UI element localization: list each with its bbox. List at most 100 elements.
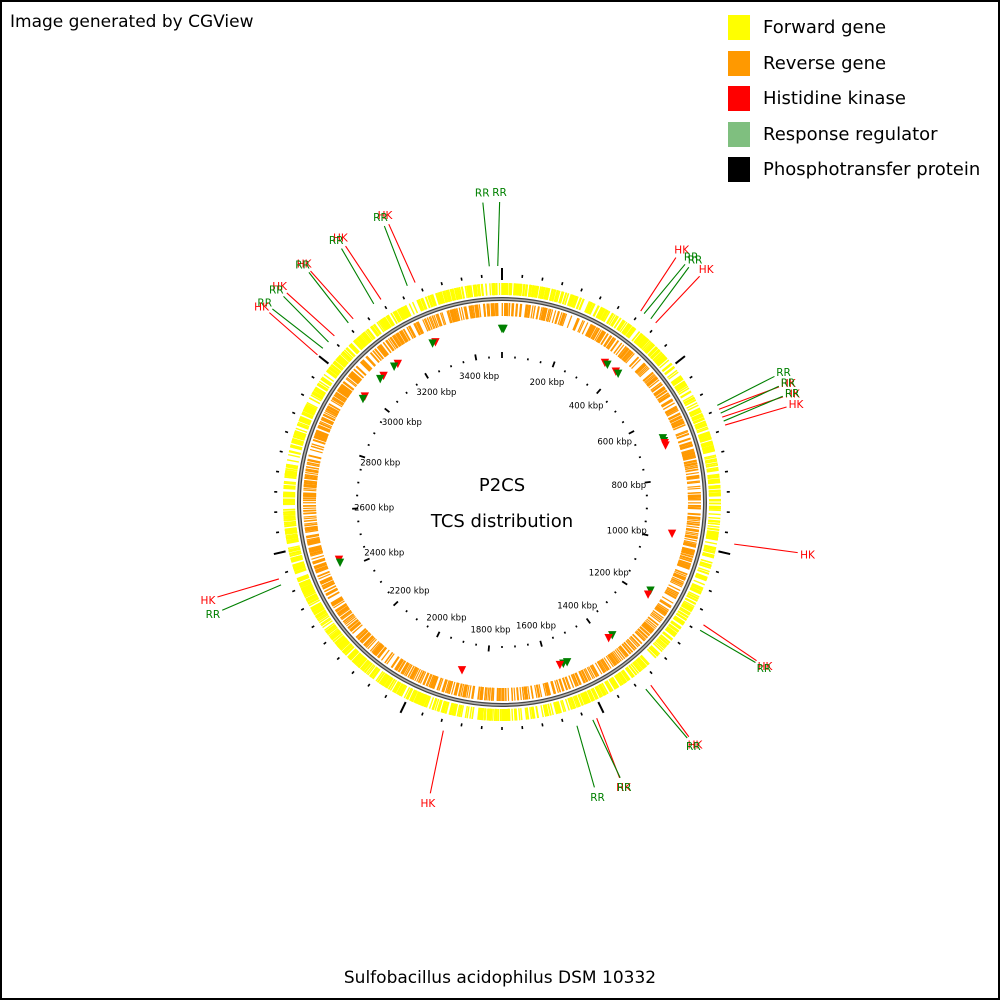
reverse-gene [314, 563, 327, 569]
forward-gene [392, 311, 400, 323]
reverse-gene [428, 674, 435, 688]
forward-gene [675, 383, 687, 391]
forward-gene [649, 646, 660, 656]
reverse-gene [430, 675, 437, 689]
reverse-gene [670, 579, 683, 587]
forward-gene [343, 644, 354, 655]
reverse-gene [513, 687, 516, 701]
reverse-gene [371, 642, 381, 653]
reverse-gene [477, 686, 481, 700]
reverse-gene [492, 687, 495, 701]
forward-gene [555, 701, 560, 714]
forward-gene [684, 598, 696, 605]
outer-minor-tick [580, 288, 583, 292]
reverse-gene [310, 550, 323, 556]
reverse-gene [413, 323, 421, 336]
reverse-gene [530, 305, 534, 319]
forward-gene [708, 485, 721, 488]
reverse-gene [657, 602, 670, 611]
reverse-gene [318, 424, 331, 431]
forward-gene [621, 670, 630, 681]
reverse-gene [574, 672, 582, 686]
reverse-gene [395, 658, 404, 671]
forward-gene [705, 536, 719, 540]
forward-gene [657, 357, 668, 367]
hk-label: HK [254, 301, 270, 313]
forward-gene [443, 290, 448, 303]
legend-item-phosphotransfer-protein: Phosphotransfer protein [728, 152, 980, 188]
forward-gene [601, 310, 609, 322]
forward-gene [301, 412, 314, 419]
forward-gene [378, 320, 387, 331]
forward-gene [697, 431, 710, 437]
reverse-gene [655, 605, 668, 614]
forward-gene [406, 688, 414, 700]
forward-gene [377, 320, 386, 332]
legend-item-histidine-kinase: Histidine kinase [728, 81, 980, 117]
tick-label: 1400 kbp [557, 602, 597, 612]
reverse-gene [304, 522, 318, 525]
forward-gene [444, 290, 449, 303]
reverse-gene [668, 412, 681, 420]
reverse-gene [400, 661, 409, 674]
reverse-gene [304, 526, 318, 530]
forward-gene [611, 676, 620, 688]
forward-gene [284, 529, 298, 533]
reverse-gene [401, 662, 410, 675]
reverse-gene [638, 366, 649, 377]
reverse-gene [684, 535, 698, 540]
reverse-gene [322, 582, 335, 590]
hk-marker [604, 634, 613, 643]
inner-minor-tick [634, 443, 637, 447]
inner-minor-tick [437, 370, 441, 373]
reverse-gene [678, 560, 692, 566]
forward-gene [644, 343, 654, 353]
reverse-gene [333, 394, 346, 403]
forward-gene [572, 696, 579, 708]
forward-gene [464, 285, 468, 299]
forward-gene [329, 365, 340, 375]
reverse-gene [366, 355, 377, 366]
forward-gene [671, 376, 683, 385]
reverse-gene [621, 349, 632, 361]
forward-gene [664, 365, 675, 375]
forward-gene [609, 678, 618, 690]
forward-gene [702, 448, 715, 453]
forward-gene [321, 376, 333, 385]
forward-gene [683, 600, 695, 608]
reverse-gene [307, 539, 321, 544]
forward-gene [389, 679, 398, 691]
forward-gene [320, 378, 332, 387]
forward-gene [283, 513, 296, 516]
reverse-gene [341, 383, 353, 393]
outer-minor-tick [460, 723, 463, 727]
forward-gene [428, 697, 435, 709]
reverse-gene [564, 676, 571, 690]
organism-name: Sulfobacillus acidophilus DSM 10332 [343, 968, 657, 988]
rr-label: RR [475, 188, 490, 200]
forward-gene [564, 698, 570, 711]
reverse-gene [577, 320, 584, 333]
reverse-gene [681, 451, 695, 456]
forward-gene [645, 344, 656, 355]
forward-gene [683, 397, 696, 405]
forward-gene [344, 645, 355, 656]
reverse-gene [386, 339, 395, 351]
reverse-gene [572, 673, 579, 687]
forward-gene [693, 579, 706, 586]
reverse-gene [398, 660, 407, 673]
reverse-gene [525, 304, 529, 318]
reverse-gene [338, 607, 350, 616]
map-title: P2CS [479, 475, 525, 496]
inner-minor-tick [563, 631, 567, 634]
reverse-gene [447, 310, 453, 324]
reverse-gene [666, 409, 679, 417]
forward-gene [696, 572, 708, 579]
forward-gene [550, 289, 556, 302]
outer-minor-tick [367, 317, 371, 321]
inner-minor-tick [575, 376, 578, 379]
forward-gene [293, 564, 305, 570]
reverse-gene [679, 554, 693, 560]
reverse-gene [622, 350, 632, 361]
reverse-gene [364, 636, 375, 647]
